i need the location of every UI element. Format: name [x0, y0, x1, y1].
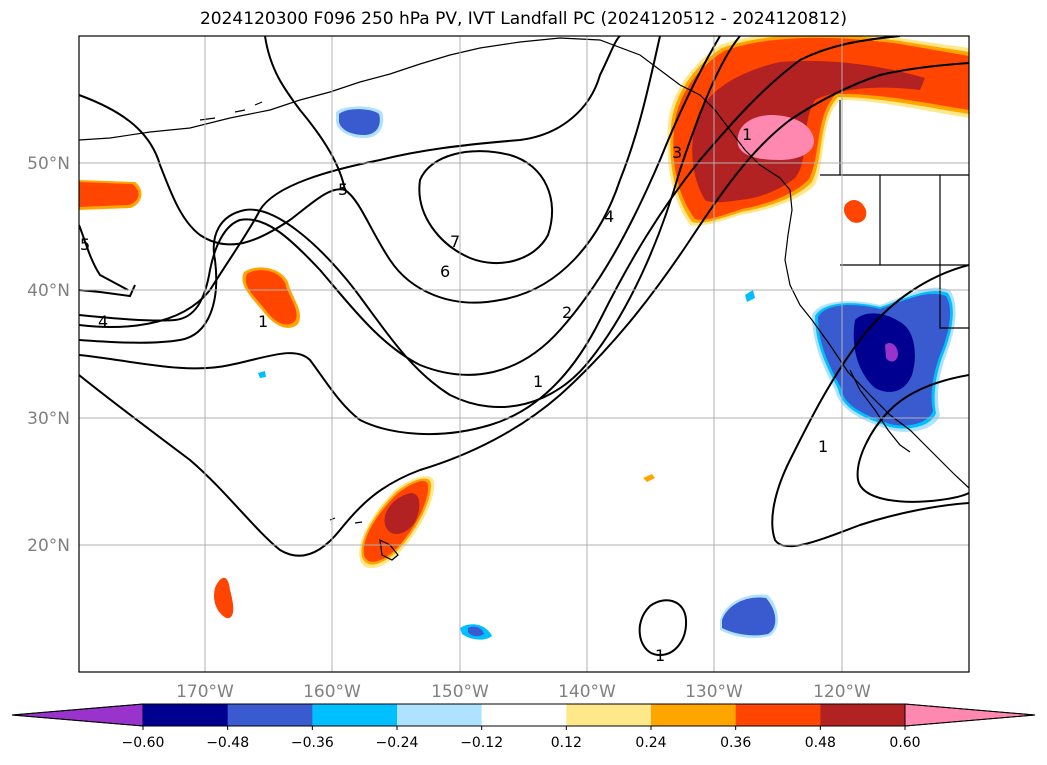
- colorbar-bin: [312, 704, 398, 726]
- colorbar-tick-label: 0.24: [635, 735, 666, 751]
- lon-label: 130°W: [685, 682, 743, 702]
- gridlines: [79, 36, 969, 672]
- lat-label: 50°N: [27, 154, 70, 174]
- colorbar-tick-label: 0.60: [889, 735, 920, 751]
- positive-anomaly-nw-coast: [667, 36, 969, 226]
- colorbar-bin: [397, 704, 483, 726]
- colorbar-tick-label: −0.24: [376, 735, 419, 751]
- positive-anomaly-tiny: [643, 474, 655, 482]
- positive-anomaly-small-sw: [214, 577, 234, 619]
- colorbar-bin: [566, 704, 652, 726]
- map-title: 2024120300 F096 250 hPa PV, IVT Landfall…: [199, 9, 847, 29]
- pv-label: 1: [742, 125, 752, 144]
- longitude-labels: 170°W 160°W 150°W 140°W 130°W 120°W: [176, 682, 871, 702]
- pv-label: 4: [98, 312, 108, 331]
- pv-label: 5: [338, 180, 348, 199]
- colorbar-tick-label: −0.48: [206, 735, 249, 751]
- negative-anomaly-southwest-us: [812, 287, 956, 432]
- colorbar-bin: [481, 704, 567, 726]
- pv-label: 4: [604, 207, 614, 226]
- colorbar: −0.60 −0.48 −0.36 −0.24 −0.12 0.12 0.24 0.36 0.4…: [11, 703, 1036, 751]
- colorbar-extend-over: [904, 703, 1036, 727]
- negative-anomaly-tiny: [745, 290, 755, 302]
- lon-label: 150°W: [431, 682, 489, 702]
- colorbar-tick-label: −0.36: [291, 735, 334, 751]
- coastlines: [79, 37, 969, 561]
- colorbar-tick-label: −0.60: [122, 735, 165, 751]
- pv-label: 1: [818, 437, 828, 456]
- lon-label: 160°W: [303, 682, 361, 702]
- pv-label: 1: [258, 312, 268, 331]
- latitude-labels: 50°N 40°N 30°N 20°N: [27, 154, 70, 556]
- lat-label: 20°N: [27, 536, 70, 556]
- colorbar-tick-label: −0.12: [460, 735, 503, 751]
- lon-label: 140°W: [558, 682, 616, 702]
- pv-label: 2: [562, 303, 572, 322]
- pv-label: 1: [533, 372, 543, 391]
- pv-label: 3: [672, 143, 682, 162]
- colorbar-bin: [651, 704, 737, 726]
- lat-label: 30°N: [27, 409, 70, 429]
- map-frame: [78, 35, 970, 673]
- pv-contours: [79, 36, 969, 657]
- colorbar-extend-under: [11, 703, 144, 727]
- pv-label: 6: [440, 262, 450, 281]
- colorbar-tick-label: 0.36: [720, 735, 751, 751]
- positive-anomaly-small-inland: [843, 199, 867, 223]
- pv-label: 1: [655, 646, 665, 665]
- lon-label: 120°W: [813, 682, 871, 702]
- colorbar-bin: [143, 704, 229, 726]
- pv-contour-labels: 1 1 1 1 1 2 3 4 4 5 5 6 7: [80, 125, 828, 665]
- colorbar-tick-label: 0.12: [551, 735, 582, 751]
- positive-anomaly-west-edge-core: [79, 182, 139, 207]
- colorbar-bin: [735, 704, 821, 726]
- lat-label: 40°N: [27, 281, 70, 301]
- pv-label: 7: [450, 232, 460, 251]
- colorbar-bin: [227, 704, 313, 726]
- pv-label: 5: [80, 235, 90, 254]
- lon-label: 170°W: [176, 682, 234, 702]
- colorbar-bin: [820, 704, 906, 726]
- colorbar-tick-label: 0.48: [805, 735, 836, 751]
